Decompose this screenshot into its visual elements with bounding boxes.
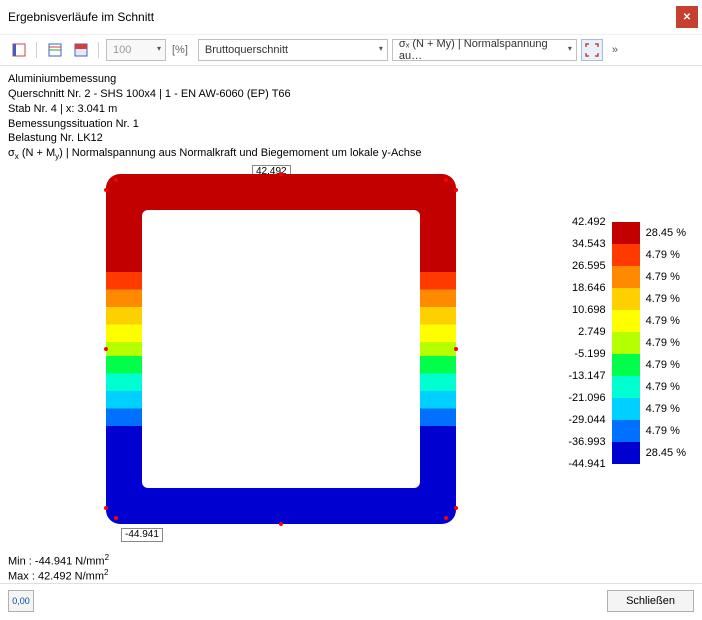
legend-percent: 4.79 % <box>646 354 686 376</box>
legend-percent: 28.45 % <box>646 222 686 244</box>
view-mode-icon-1[interactable] <box>8 39 30 61</box>
legend-value: 26.595 <box>568 255 605 277</box>
close-icon[interactable]: ✕ <box>676 6 698 28</box>
legend-value: 42.492 <box>568 211 605 233</box>
color-legend: 42.49234.54326.59518.64610.6982.749-5.19… <box>568 211 686 475</box>
legend-swatch <box>612 288 640 310</box>
legend-value: -21.096 <box>568 387 605 409</box>
frame-icon[interactable] <box>581 39 603 61</box>
legend-percent: 4.79 % <box>646 288 686 310</box>
legend-swatch <box>612 420 640 442</box>
info-line: Aluminiumbemessung <box>8 72 694 87</box>
legend-value: -44.941 <box>568 453 605 475</box>
legend-percent: 4.79 % <box>646 398 686 420</box>
toolbar: 100 [%] Bruttoquerschnitt σₓ (N + My) | … <box>0 35 702 66</box>
info-line: Querschnitt Nr. 2 - SHS 100x4 | 1 - EN A… <box>8 87 694 102</box>
percent-label: [%] <box>170 44 194 56</box>
legend-swatch <box>612 222 640 244</box>
legend-swatch <box>612 398 640 420</box>
legend-percent: 4.79 % <box>646 376 686 398</box>
window-title: Ergebnisverläufe im Schnitt <box>8 10 154 24</box>
info-line: σx (N + My) | Normalspannung aus Normalk… <box>8 146 694 163</box>
legend-swatch <box>612 310 640 332</box>
legend-value: -29.044 <box>568 409 605 431</box>
legend-percent: 4.79 % <box>646 266 686 288</box>
legend-swatch <box>612 376 640 398</box>
legend-swatch <box>612 244 640 266</box>
legend-swatch <box>612 266 640 288</box>
legend-values: 42.49234.54326.59518.64610.6982.749-5.19… <box>568 211 605 475</box>
footer: 0,00 Schließen <box>0 583 702 620</box>
info-line: Belastung Nr. LK12 <box>8 131 694 146</box>
result-type-dropdown[interactable]: σₓ (N + My) | Normalspannung au… <box>392 39 577 61</box>
info-line: Stab Nr. 4 | x: 3.041 m <box>8 102 694 117</box>
legend-colorbar <box>612 222 640 475</box>
cross-section-shape <box>106 174 456 524</box>
minmax-block: Min : -44.941 N/mm2 Max : 42.492 N/mm2 <box>8 553 694 582</box>
separator <box>96 40 102 60</box>
legend-value: 2.749 <box>568 321 605 343</box>
legend-percent: 4.79 % <box>646 310 686 332</box>
legend-swatch <box>612 332 640 354</box>
legend-value: -5.199 <box>568 343 605 365</box>
legend-value: -36.993 <box>568 431 605 453</box>
separator <box>34 40 40 60</box>
legend-value: -13.147 <box>568 365 605 387</box>
legend-percent: 28.45 % <box>646 442 686 464</box>
view-mode-icon-3[interactable] <box>70 39 92 61</box>
legend-value: 18.646 <box>568 277 605 299</box>
legend-percents: 28.45 %4.79 %4.79 %4.79 %4.79 %4.79 %4.7… <box>646 222 686 475</box>
legend-percent: 4.79 % <box>646 420 686 442</box>
more-button[interactable]: » <box>607 44 623 56</box>
legend-percent: 4.79 % <box>646 244 686 266</box>
legend-value: 10.698 <box>568 299 605 321</box>
legend-swatch <box>612 354 640 376</box>
bottom-value-label: -44.941 <box>121 528 163 542</box>
info-line: Bemessungssituation Nr. 1 <box>8 117 694 132</box>
view-mode-icon-2[interactable] <box>44 39 66 61</box>
info-block: Aluminiumbemessung Querschnitt Nr. 2 - S… <box>8 72 694 163</box>
legend-value: 34.543 <box>568 233 605 255</box>
legend-percent: 4.79 % <box>646 332 686 354</box>
zoom-input[interactable]: 100 <box>106 39 166 61</box>
legend-swatch <box>612 442 640 464</box>
title-bar: Ergebnisverläufe im Schnitt ✕ <box>0 0 702 35</box>
content-area: Aluminiumbemessung Querschnitt Nr. 2 - S… <box>0 66 702 583</box>
section-type-dropdown[interactable]: Bruttoquerschnitt <box>198 39 388 61</box>
